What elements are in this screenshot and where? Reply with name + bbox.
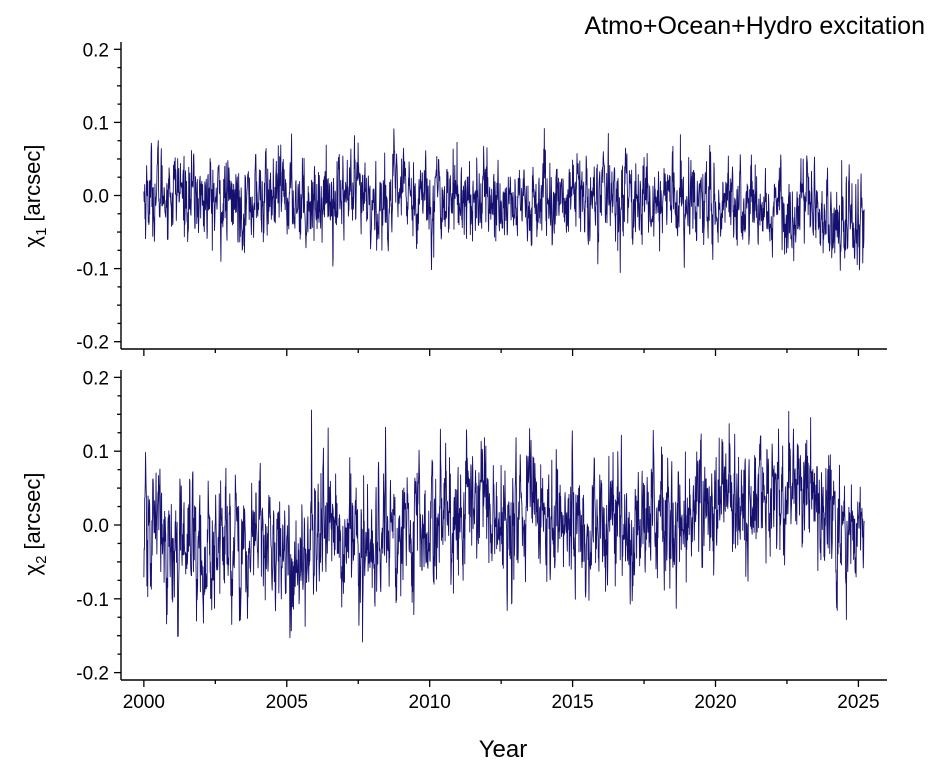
x-tick-label: 2015 [551, 692, 593, 713]
y-tick-label: 0.1 [83, 113, 109, 134]
y-tick-label: 0.0 [83, 516, 109, 537]
panel-chi2: -0.2-0.10.00.10.2 2000 2005 2010 2015 2020 20… [20, 368, 887, 713]
chart-title: Atmo+Ocean+Hydro excitation [585, 12, 925, 40]
chi1-x-ticks [143, 349, 860, 356]
chi2-ylabel-unit: [arcsec] [20, 473, 45, 550]
chi1-plot-area [143, 128, 865, 273]
chi2-y-axis-title: χ2 [arcsec] [20, 473, 50, 576]
chi1-ylabel-subscript: 1 [33, 228, 50, 236]
x-tick-label: 2025 [837, 692, 879, 713]
chi2-plot-area [143, 409, 865, 643]
y-tick-label: -0.2 [76, 664, 109, 685]
y-tick-label: -0.1 [76, 590, 109, 611]
x-tick-label: 2000 [123, 692, 165, 713]
x-tick-label: 2020 [694, 692, 736, 713]
y-tick-label: 0.2 [83, 368, 109, 389]
x-tick-label: 2005 [266, 692, 308, 713]
series-line-χ1 [143, 128, 865, 273]
chi2-ylabel-symbol: χ [20, 563, 45, 575]
y-tick-label: 0.0 [83, 187, 109, 208]
y-tick-label: 0.1 [83, 442, 109, 463]
y-tick-label: -0.2 [76, 333, 109, 354]
y-tick-label: -0.1 [76, 260, 109, 281]
panel-chi1: -0.2 -0.1 0.0 0.1 0.2 χ1 [arcsec] [20, 40, 887, 356]
chi2-y-ticks: -0.2 -0.1 0.0 0.1 0.2 [76, 368, 121, 685]
chi1-y-axis-title: χ1 [arcsec] [20, 145, 50, 248]
chi2-x-ticks: 2000 2005 2010 2015 2020 2025 [123, 680, 880, 713]
y-tick-label: 0.2 [83, 40, 109, 61]
x-tick-label: 2010 [409, 692, 451, 713]
x-axis-title: Year [479, 736, 528, 763]
chi1-ylabel-symbol: χ [20, 235, 45, 247]
series-line-χ2 [143, 409, 865, 643]
chi2-ylabel-subscript: 2 [33, 556, 50, 564]
chi1-y-ticks: -0.2 -0.1 0.0 0.1 0.2 [76, 40, 121, 354]
chi1-ylabel-unit: [arcsec] [20, 145, 45, 222]
